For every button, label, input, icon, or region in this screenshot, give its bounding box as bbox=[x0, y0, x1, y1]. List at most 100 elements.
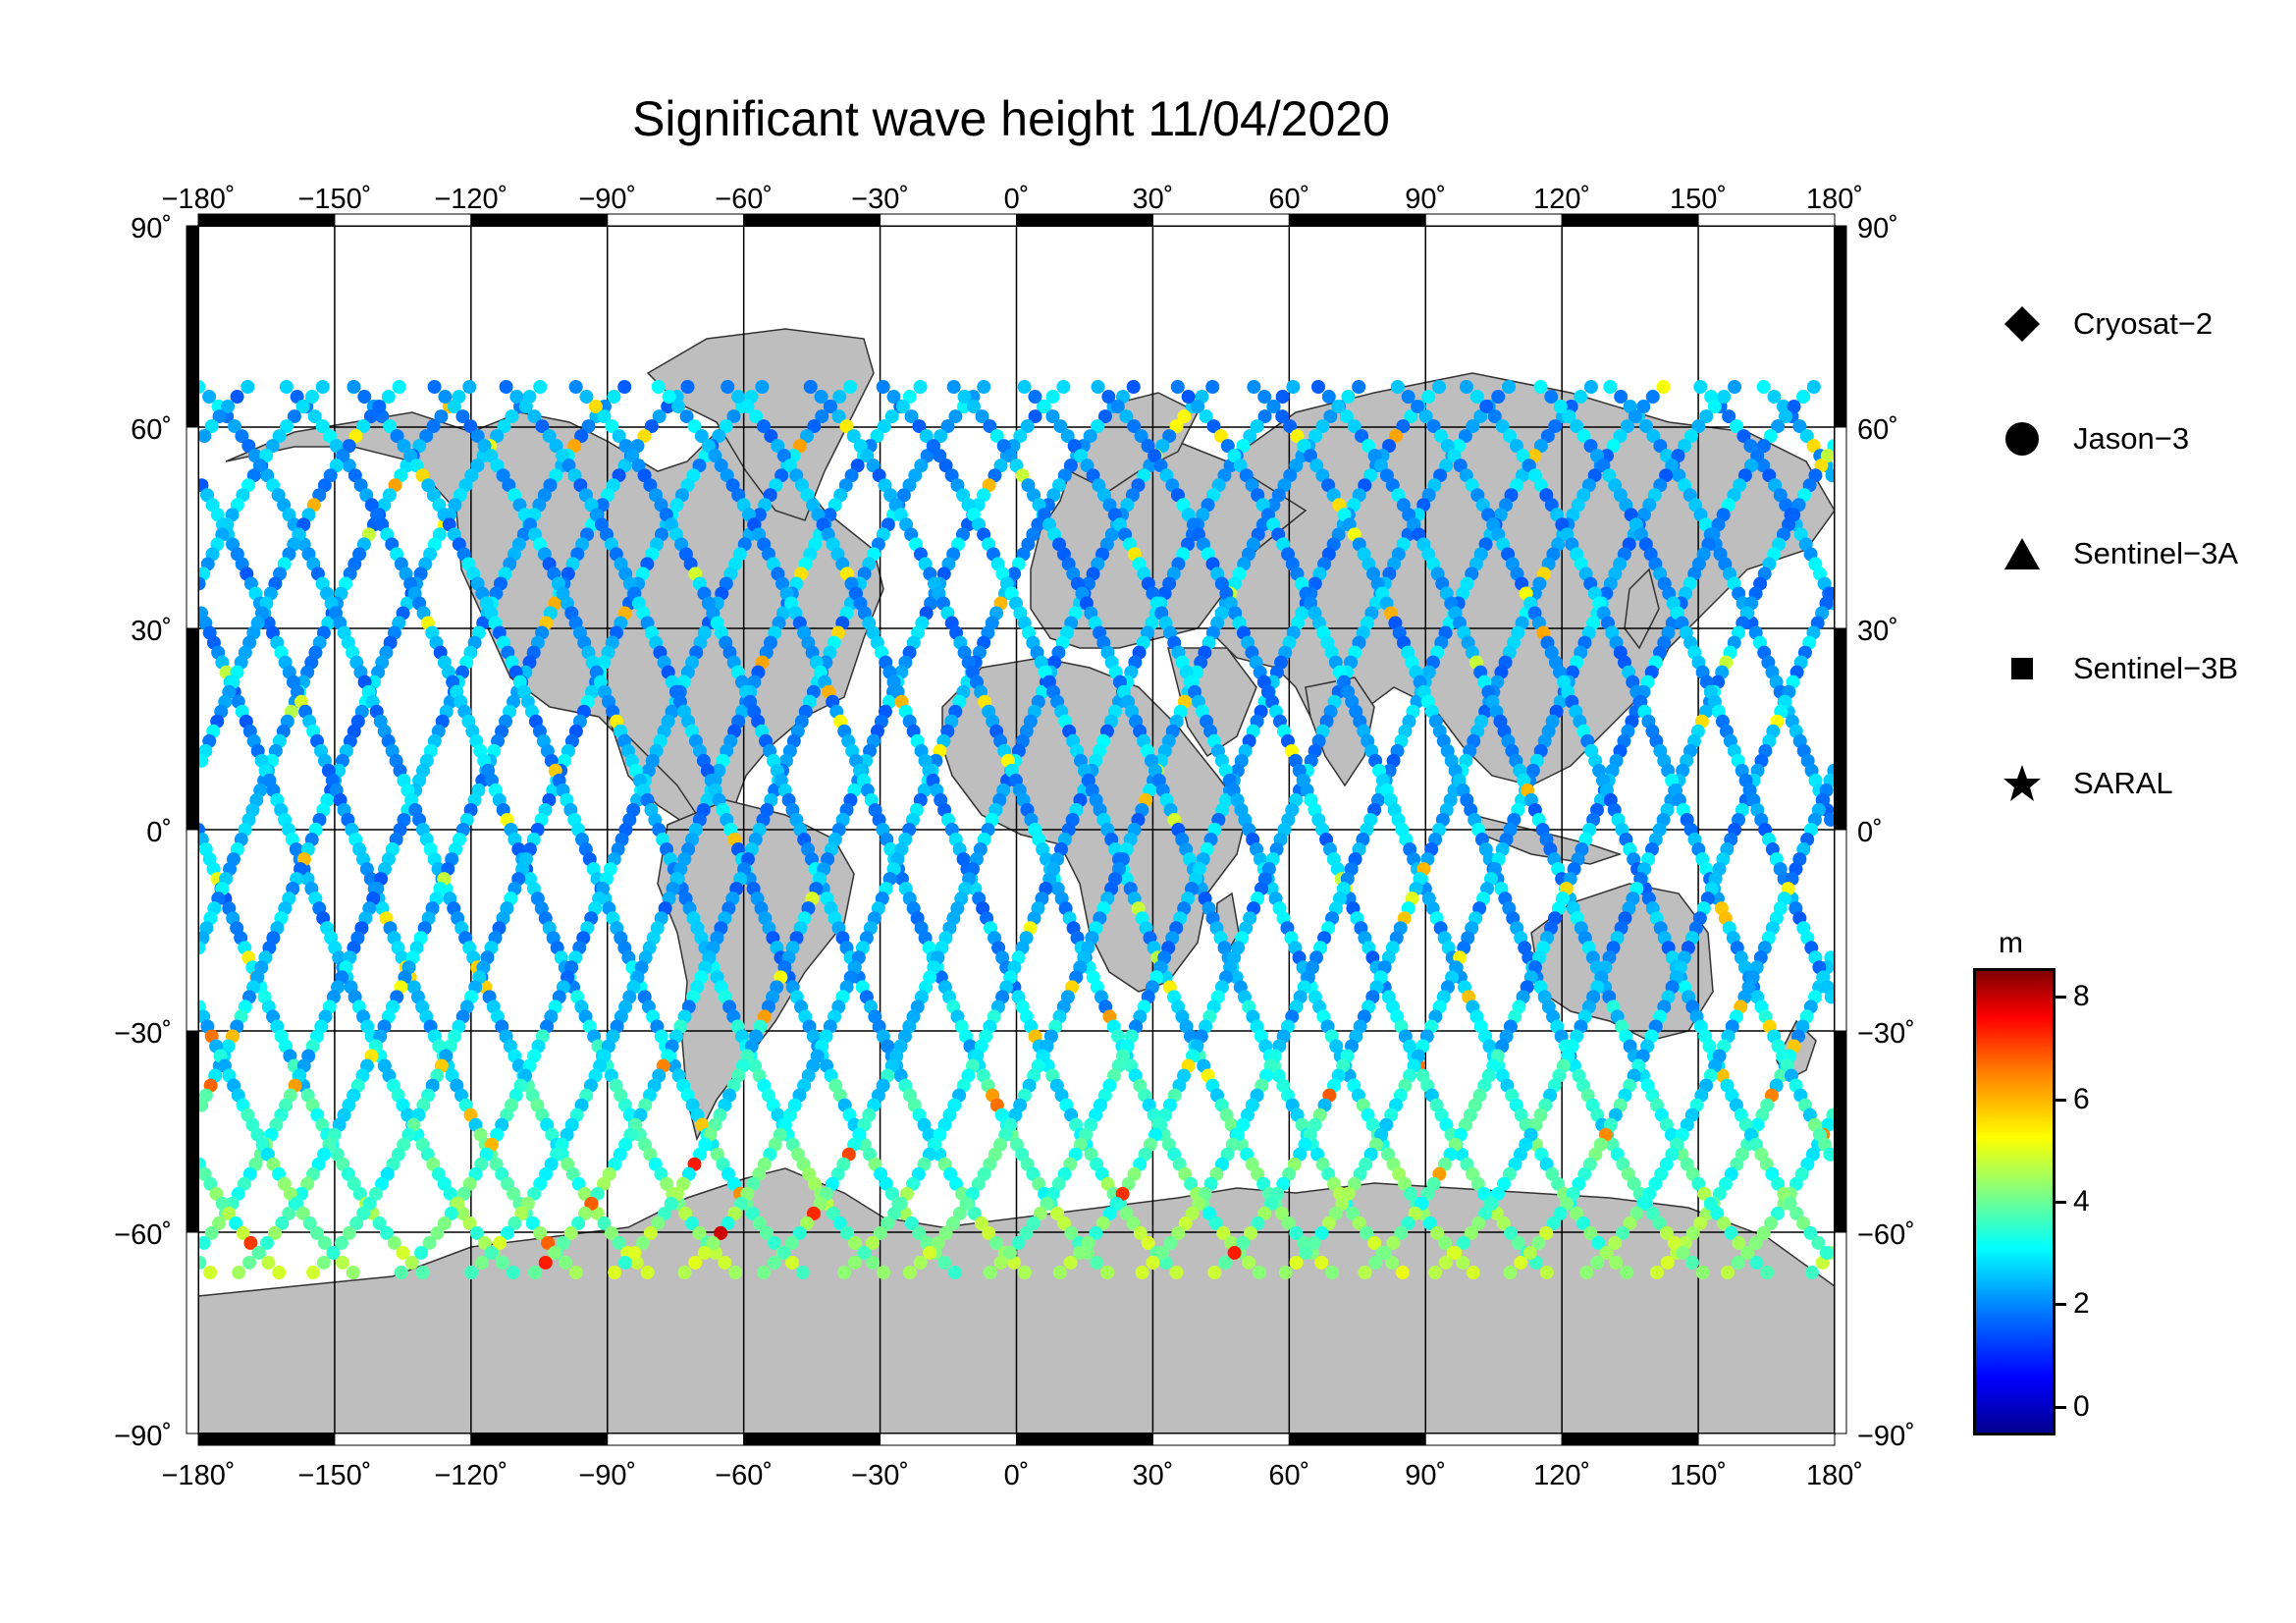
track-point bbox=[680, 380, 695, 394]
track-point bbox=[806, 1206, 821, 1220]
track-point bbox=[1789, 1206, 1804, 1220]
track-point bbox=[1824, 990, 1835, 1004]
frame-segment bbox=[1288, 213, 1426, 227]
track-point bbox=[1100, 1266, 1115, 1279]
track-point bbox=[1628, 409, 1642, 424]
frame-segment bbox=[1424, 213, 1563, 227]
tick-label: 60˚ bbox=[1268, 184, 1309, 215]
track-point bbox=[1740, 1245, 1755, 1260]
track-point bbox=[1503, 1266, 1518, 1279]
frame-segment bbox=[186, 225, 199, 428]
track-point bbox=[1636, 400, 1651, 414]
track-point bbox=[363, 409, 378, 424]
track-point bbox=[608, 1266, 622, 1279]
track-point bbox=[1335, 1196, 1350, 1211]
tick-label: −30˚ bbox=[1857, 1018, 1915, 1050]
track-point bbox=[1091, 419, 1105, 434]
track-point bbox=[272, 1266, 287, 1279]
star-icon bbox=[2002, 764, 2042, 803]
colorbar bbox=[1973, 968, 2056, 1435]
track-point bbox=[542, 429, 557, 444]
tick-label: 180˚ bbox=[1806, 1460, 1863, 1491]
track-point bbox=[847, 1255, 862, 1270]
track-point bbox=[1459, 380, 1473, 394]
track-point bbox=[1642, 1186, 1657, 1201]
tick-label: −90˚ bbox=[578, 1460, 636, 1491]
track-point bbox=[688, 1255, 703, 1270]
lon-tick-labels-bottom: −180˚ −150˚ −120˚ −90˚ −60˚ −30˚ 0˚ 30˚ 60˚ 90˚ 12… bbox=[162, 1460, 1864, 1491]
frame-segment bbox=[607, 1433, 745, 1446]
track-point bbox=[846, 429, 861, 444]
track-point bbox=[678, 1206, 693, 1220]
track-point bbox=[1163, 1235, 1178, 1250]
track-point bbox=[920, 449, 934, 463]
track-point bbox=[1257, 390, 1272, 405]
tick-label: 90˚ bbox=[1405, 1460, 1446, 1491]
track-point bbox=[1544, 390, 1559, 405]
track-point bbox=[612, 429, 626, 444]
track-point bbox=[1760, 1266, 1775, 1279]
track-point bbox=[1314, 1225, 1329, 1240]
tick-label: 150˚ bbox=[1670, 184, 1727, 215]
track-point bbox=[1148, 449, 1162, 463]
track-point bbox=[1396, 419, 1411, 434]
track-point bbox=[1352, 380, 1366, 394]
frame-segment bbox=[186, 426, 199, 629]
track-point bbox=[1803, 1225, 1818, 1240]
track-point bbox=[1321, 1216, 1336, 1230]
track-point bbox=[362, 1196, 377, 1211]
track-point bbox=[1770, 1206, 1785, 1220]
track-point bbox=[662, 390, 676, 405]
track-point bbox=[904, 1216, 919, 1230]
track-point bbox=[1710, 1206, 1725, 1220]
track-point bbox=[865, 1235, 880, 1250]
track-point bbox=[1386, 1235, 1401, 1250]
track-point bbox=[1242, 1255, 1256, 1270]
track-point bbox=[451, 1196, 465, 1211]
track-point bbox=[740, 400, 755, 414]
track-point bbox=[721, 380, 735, 394]
track-point bbox=[260, 1235, 275, 1250]
track-point bbox=[1730, 419, 1744, 434]
track-point bbox=[923, 1245, 937, 1260]
tick-label: 90˚ bbox=[1857, 213, 1898, 244]
track-point bbox=[644, 419, 659, 434]
track-point bbox=[1218, 1255, 1233, 1270]
track-point bbox=[1712, 1186, 1727, 1201]
track-point bbox=[198, 1098, 209, 1112]
frame-segment bbox=[1151, 213, 1290, 227]
track-point bbox=[652, 409, 667, 424]
tick-label: −30˚ bbox=[114, 1018, 172, 1050]
frame-segment bbox=[186, 1030, 199, 1233]
track-point bbox=[1432, 380, 1447, 394]
track-point bbox=[527, 1266, 542, 1279]
track-point bbox=[945, 1216, 960, 1230]
tick-label: 0˚ bbox=[146, 817, 172, 848]
track-point bbox=[1749, 1255, 1764, 1270]
track-point bbox=[1823, 1147, 1835, 1162]
track-point bbox=[1464, 1225, 1478, 1240]
track-point bbox=[352, 1186, 367, 1201]
track-point bbox=[414, 1245, 429, 1260]
track-point bbox=[279, 380, 294, 394]
track-point bbox=[326, 1245, 341, 1260]
track-point bbox=[1308, 429, 1323, 444]
track-point bbox=[701, 439, 716, 454]
track-point bbox=[1045, 1186, 1060, 1201]
track-point bbox=[1743, 439, 1758, 454]
track-point bbox=[1401, 1216, 1415, 1230]
colorbar-tick-mark bbox=[2053, 1098, 2066, 1102]
track-point bbox=[1119, 409, 1134, 424]
diamond-icon bbox=[2002, 304, 2042, 344]
track-point bbox=[957, 390, 972, 405]
track-point bbox=[643, 1225, 658, 1240]
track-point bbox=[767, 1255, 781, 1270]
track-point bbox=[1415, 1196, 1429, 1211]
tick-label: 0˚ bbox=[1004, 184, 1030, 215]
track-point bbox=[755, 380, 770, 394]
track-point bbox=[712, 429, 726, 444]
track-point bbox=[1629, 1206, 1644, 1220]
tick-label: −90˚ bbox=[1857, 1421, 1915, 1452]
track-point bbox=[1819, 1245, 1834, 1260]
track-point bbox=[1570, 419, 1584, 434]
